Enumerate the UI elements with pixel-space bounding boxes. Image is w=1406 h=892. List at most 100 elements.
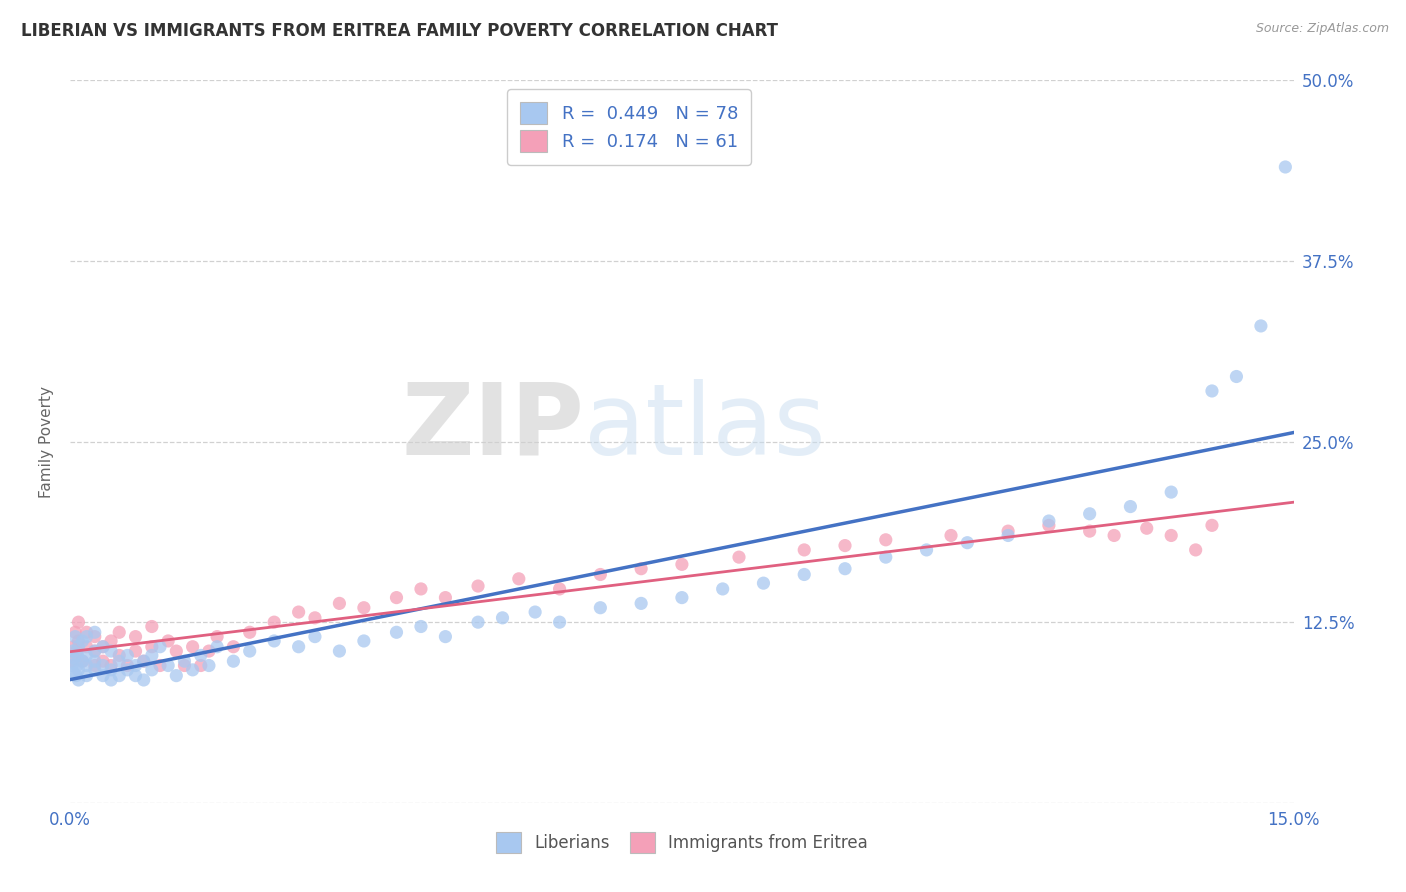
Point xyxy=(385,625,408,640)
Point xyxy=(100,673,122,687)
Point xyxy=(190,648,212,663)
Point xyxy=(1160,485,1182,500)
Legend: Liberians, Immigrants from Eritrea: Liberians, Immigrants from Eritrea xyxy=(489,826,875,860)
Point xyxy=(793,567,815,582)
Point xyxy=(108,668,131,682)
Point xyxy=(100,658,122,673)
Point xyxy=(149,658,172,673)
Point xyxy=(239,644,262,658)
Point xyxy=(108,625,131,640)
Point xyxy=(752,576,775,591)
Point xyxy=(1136,521,1159,535)
Point xyxy=(62,644,84,658)
Point xyxy=(63,625,86,640)
Point xyxy=(997,528,1019,542)
Point xyxy=(304,630,326,644)
Point xyxy=(353,600,375,615)
Point xyxy=(205,640,228,654)
Point xyxy=(141,640,163,654)
Point xyxy=(165,644,187,658)
Point xyxy=(83,654,105,668)
Point xyxy=(434,591,457,605)
Point xyxy=(491,611,513,625)
Point xyxy=(124,668,146,682)
Point xyxy=(91,658,114,673)
Text: ZIP: ZIP xyxy=(401,378,583,475)
Point xyxy=(263,615,285,630)
Point xyxy=(76,625,98,640)
Point xyxy=(165,668,187,682)
Point xyxy=(76,640,98,654)
Point xyxy=(1201,384,1223,398)
Point xyxy=(76,630,98,644)
Point xyxy=(141,648,163,663)
Point xyxy=(67,673,90,687)
Point xyxy=(66,644,89,658)
Point xyxy=(132,673,155,687)
Text: Source: ZipAtlas.com: Source: ZipAtlas.com xyxy=(1256,22,1389,36)
Point xyxy=(728,550,751,565)
Point xyxy=(117,658,139,673)
Point xyxy=(939,528,962,542)
Point xyxy=(287,640,309,654)
Point xyxy=(1201,518,1223,533)
Point xyxy=(100,634,122,648)
Point xyxy=(149,640,172,654)
Point xyxy=(1160,528,1182,542)
Point xyxy=(239,625,262,640)
Point xyxy=(91,640,114,654)
Point xyxy=(60,658,83,673)
Point xyxy=(671,591,693,605)
Point xyxy=(1078,507,1101,521)
Point xyxy=(1078,524,1101,538)
Point xyxy=(173,658,195,673)
Point xyxy=(63,630,86,644)
Point xyxy=(100,663,122,677)
Point xyxy=(834,562,856,576)
Point xyxy=(124,644,146,658)
Point xyxy=(67,615,90,630)
Point xyxy=(1038,514,1060,528)
Point xyxy=(132,654,155,668)
Point xyxy=(1038,518,1060,533)
Point xyxy=(589,567,612,582)
Point xyxy=(1119,500,1142,514)
Point xyxy=(65,668,87,682)
Point xyxy=(91,668,114,682)
Point xyxy=(72,634,94,648)
Point xyxy=(409,619,432,633)
Point xyxy=(66,648,89,663)
Point xyxy=(287,605,309,619)
Point xyxy=(589,600,612,615)
Point xyxy=(915,542,938,557)
Point xyxy=(157,658,180,673)
Point xyxy=(1250,318,1272,333)
Point xyxy=(141,663,163,677)
Y-axis label: Family Poverty: Family Poverty xyxy=(38,385,53,498)
Point xyxy=(434,630,457,644)
Point xyxy=(62,640,84,654)
Point xyxy=(66,658,89,673)
Point xyxy=(1184,542,1206,557)
Point xyxy=(67,640,90,654)
Point xyxy=(72,654,94,668)
Point xyxy=(124,630,146,644)
Point xyxy=(157,634,180,648)
Point xyxy=(328,596,350,610)
Point xyxy=(83,625,105,640)
Point xyxy=(198,658,221,673)
Text: atlas: atlas xyxy=(583,378,825,475)
Point xyxy=(76,668,98,682)
Point xyxy=(83,658,105,673)
Point xyxy=(63,651,86,665)
Point xyxy=(124,658,146,673)
Point xyxy=(956,535,979,549)
Point xyxy=(108,648,131,663)
Point xyxy=(263,634,285,648)
Point xyxy=(1274,160,1296,174)
Point xyxy=(1225,369,1247,384)
Point xyxy=(60,654,83,668)
Point xyxy=(875,550,897,565)
Point xyxy=(548,582,571,596)
Point xyxy=(875,533,897,547)
